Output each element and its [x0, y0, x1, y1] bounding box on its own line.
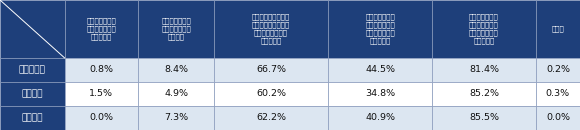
Text: 81.4%: 81.4% [469, 65, 499, 74]
Bar [328, 106, 432, 130]
Text: 総合学科: 総合学科 [21, 113, 43, 122]
Text: 0.0%: 0.0% [546, 113, 570, 122]
Bar [0, 106, 64, 130]
Text: 4.9%: 4.9% [164, 89, 188, 98]
Bar [328, 0, 432, 58]
Bar [64, 82, 138, 106]
Text: 0.0%: 0.0% [89, 113, 113, 122]
Bar [214, 106, 328, 130]
Text: 単元ごと等の日常的
な評価と定期テスト
を合わせて評価を
行っている: 単元ごと等の日常的 な評価と定期テスト を合わせて評価を 行っている [252, 14, 290, 44]
Bar [138, 0, 214, 58]
Text: 62.2%: 62.2% [256, 113, 286, 122]
Bar [328, 58, 432, 82]
Bar [214, 0, 328, 58]
Bar [432, 0, 536, 58]
Bar [432, 58, 536, 82]
Text: 0.2%: 0.2% [546, 65, 570, 74]
Bar [138, 58, 214, 82]
Text: 0.8%: 0.8% [89, 65, 113, 74]
Text: 専門学科: 専門学科 [21, 89, 43, 98]
Text: 66.7%: 66.7% [256, 65, 286, 74]
Text: 7.3%: 7.3% [164, 113, 188, 122]
Text: 定期テストなど
において、観点
に配慮した出題
をしている: 定期テストなど において、観点 に配慮した出題 をしている [365, 14, 395, 44]
Text: 8.4%: 8.4% [164, 65, 188, 74]
Bar [536, 106, 580, 130]
Bar [214, 82, 328, 106]
Bar [0, 82, 64, 106]
Bar [138, 82, 214, 106]
Bar [64, 0, 138, 58]
Text: 85.2%: 85.2% [469, 89, 499, 98]
Text: 1.5%: 1.5% [89, 89, 113, 98]
Text: 指導計画やシラ
バスに観点別の
評価基準などを
設けている: 指導計画やシラ バスに観点別の 評価基準などを 設けている [469, 14, 499, 44]
Text: その他: その他 [552, 26, 564, 32]
Text: 40.9%: 40.9% [365, 113, 395, 122]
Bar [536, 82, 580, 106]
Bar [214, 58, 328, 82]
Bar [536, 58, 580, 82]
Text: 指導要録に観点
別学習状況を記
録している: 指導要録に観点 別学習状況を記 録している [86, 18, 116, 40]
Bar [536, 0, 580, 58]
Text: 60.2%: 60.2% [256, 89, 286, 98]
Text: 44.5%: 44.5% [365, 65, 395, 74]
Text: 0.3%: 0.3% [546, 89, 570, 98]
Bar [64, 106, 138, 130]
Text: 34.8%: 34.8% [365, 89, 395, 98]
Bar [0, 58, 64, 82]
Bar [432, 82, 536, 106]
Text: 通信簿に観点別
学習状況を記録
している: 通信簿に観点別 学習状況を記録 している [161, 18, 191, 40]
Bar [432, 106, 536, 130]
Bar [64, 58, 138, 82]
Bar [328, 82, 432, 106]
Text: 普　通　科: 普 通 科 [19, 65, 46, 74]
Bar [0, 0, 64, 58]
Text: 85.5%: 85.5% [469, 113, 499, 122]
Bar [138, 106, 214, 130]
